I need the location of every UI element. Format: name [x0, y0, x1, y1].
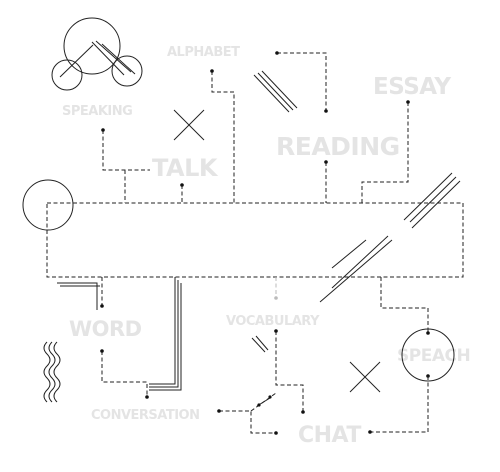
- solid-line-word-a: [57, 282, 98, 310]
- diagonal-lines-icon: [253, 70, 298, 113]
- connector-speach: [380, 277, 429, 333]
- word-alphabet: ALPHABET: [167, 45, 240, 60]
- solid-connectors: [57, 277, 182, 391]
- diagonal-slash-icon: [319, 172, 461, 303]
- solid-line-conversation-a: [149, 277, 176, 385]
- connector-essay: [361, 102, 409, 203]
- connector-speach-chat: [370, 376, 429, 433]
- cross-icon-lower: [349, 361, 381, 393]
- small-slash-icon: [251, 335, 269, 353]
- word-chat: CHAT: [298, 423, 361, 448]
- connector-vocab-chat: [275, 331, 304, 412]
- connectors: [100, 51, 429, 435]
- word-essay: ESSAY: [373, 74, 451, 100]
- word-speaking: SPEAKING: [62, 104, 132, 119]
- circle-icon: [22, 179, 74, 231]
- connector-alphabet: [211, 71, 235, 203]
- connector-reading-top: [277, 52, 327, 111]
- molecule-icon: [51, 17, 143, 91]
- word-word: WORD: [69, 317, 142, 341]
- word-vocabulary: VOCABULARY: [226, 314, 320, 329]
- central-dashed-frame: [46, 202, 464, 278]
- connector-conversation: [101, 351, 148, 397]
- word-speach: SPEACH: [397, 346, 470, 366]
- connector-conversation-chat: [219, 410, 276, 434]
- cross-icon: [173, 109, 205, 141]
- word-reading: READING: [276, 132, 400, 161]
- connector-speaking: [102, 130, 150, 171]
- word-conversation: CONVERSATION: [91, 408, 199, 423]
- wavy-lines-icon: [43, 341, 61, 403]
- word-talk: TALK: [152, 154, 219, 182]
